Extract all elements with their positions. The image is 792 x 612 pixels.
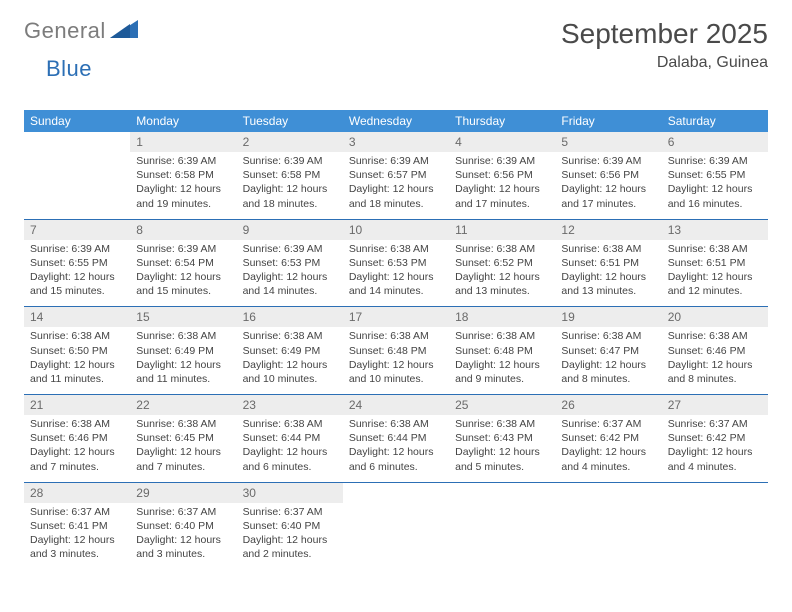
day-detail-row: Sunrise: 6:39 AMSunset: 6:58 PMDaylight:… [24, 152, 768, 219]
day-detail-cell: Sunrise: 6:37 AMSunset: 6:41 PMDaylight:… [24, 503, 130, 570]
day-detail-cell [662, 503, 768, 570]
day-detail-cell: Sunrise: 6:39 AMSunset: 6:53 PMDaylight:… [237, 240, 343, 307]
day-number-cell: 24 [343, 395, 449, 415]
day-number-cell: 23 [237, 395, 343, 415]
day-number-cell: 6 [662, 132, 768, 152]
dayhdr-mon: Monday [130, 110, 236, 132]
day-number-cell: 17 [343, 307, 449, 327]
day-number-cell: 12 [555, 220, 661, 240]
day-number-cell: 7 [24, 220, 130, 240]
day-detail-cell: Sunrise: 6:38 AMSunset: 6:45 PMDaylight:… [130, 415, 236, 482]
day-detail-cell: Sunrise: 6:37 AMSunset: 6:42 PMDaylight:… [555, 415, 661, 482]
day-number-cell [343, 483, 449, 503]
day-detail-cell [343, 503, 449, 570]
day-number-cell: 26 [555, 395, 661, 415]
day-detail-cell: Sunrise: 6:39 AMSunset: 6:54 PMDaylight:… [130, 240, 236, 307]
day-detail-cell: Sunrise: 6:38 AMSunset: 6:48 PMDaylight:… [449, 327, 555, 394]
day-number-cell: 11 [449, 220, 555, 240]
day-detail-cell: Sunrise: 6:39 AMSunset: 6:58 PMDaylight:… [237, 152, 343, 219]
logo-word-1: General [24, 18, 106, 44]
day-detail-cell [555, 503, 661, 570]
day-detail-cell: Sunrise: 6:38 AMSunset: 6:52 PMDaylight:… [449, 240, 555, 307]
day-detail-row: Sunrise: 6:38 AMSunset: 6:50 PMDaylight:… [24, 327, 768, 394]
calendar-table: Sunday Monday Tuesday Wednesday Thursday… [24, 110, 768, 569]
day-detail-cell: Sunrise: 6:39 AMSunset: 6:56 PMDaylight:… [449, 152, 555, 219]
day-number-cell: 2 [237, 132, 343, 152]
day-number-cell [449, 483, 555, 503]
day-detail-cell: Sunrise: 6:39 AMSunset: 6:56 PMDaylight:… [555, 152, 661, 219]
day-number-cell: 20 [662, 307, 768, 327]
logo: General [24, 18, 140, 44]
page-title: September 2025 [561, 18, 768, 50]
day-detail-cell: Sunrise: 6:38 AMSunset: 6:51 PMDaylight:… [662, 240, 768, 307]
dayhdr-wed: Wednesday [343, 110, 449, 132]
day-number-cell: 9 [237, 220, 343, 240]
day-detail-cell: Sunrise: 6:39 AMSunset: 6:55 PMDaylight:… [662, 152, 768, 219]
day-number-row: 21222324252627 [24, 395, 768, 415]
day-number-cell: 13 [662, 220, 768, 240]
day-detail-cell: Sunrise: 6:38 AMSunset: 6:46 PMDaylight:… [662, 327, 768, 394]
day-number-cell [662, 483, 768, 503]
day-number-row: 14151617181920 [24, 307, 768, 327]
day-detail-cell: Sunrise: 6:39 AMSunset: 6:57 PMDaylight:… [343, 152, 449, 219]
day-number-cell: 10 [343, 220, 449, 240]
day-detail-cell: Sunrise: 6:38 AMSunset: 6:50 PMDaylight:… [24, 327, 130, 394]
day-detail-cell: Sunrise: 6:38 AMSunset: 6:47 PMDaylight:… [555, 327, 661, 394]
day-detail-cell: Sunrise: 6:37 AMSunset: 6:40 PMDaylight:… [130, 503, 236, 570]
day-number-cell: 8 [130, 220, 236, 240]
logo-word-2: Blue [46, 56, 92, 81]
day-detail-cell: Sunrise: 6:38 AMSunset: 6:44 PMDaylight:… [237, 415, 343, 482]
day-number-cell: 29 [130, 483, 236, 503]
day-number-cell: 14 [24, 307, 130, 327]
dayhdr-thu: Thursday [449, 110, 555, 132]
day-number-cell: 25 [449, 395, 555, 415]
day-detail-cell [24, 152, 130, 219]
day-number-cell: 5 [555, 132, 661, 152]
day-detail-cell: Sunrise: 6:38 AMSunset: 6:48 PMDaylight:… [343, 327, 449, 394]
day-detail-cell: Sunrise: 6:39 AMSunset: 6:55 PMDaylight:… [24, 240, 130, 307]
day-number-cell: 28 [24, 483, 130, 503]
day-detail-cell: Sunrise: 6:38 AMSunset: 6:49 PMDaylight:… [237, 327, 343, 394]
day-number-cell [24, 132, 130, 152]
day-header-row: Sunday Monday Tuesday Wednesday Thursday… [24, 110, 768, 132]
dayhdr-fri: Friday [555, 110, 661, 132]
day-detail-cell: Sunrise: 6:39 AMSunset: 6:58 PMDaylight:… [130, 152, 236, 219]
day-detail-cell: Sunrise: 6:37 AMSunset: 6:42 PMDaylight:… [662, 415, 768, 482]
logo-triangle-icon [110, 20, 138, 38]
day-number-cell: 30 [237, 483, 343, 503]
day-number-cell: 19 [555, 307, 661, 327]
dayhdr-tue: Tuesday [237, 110, 343, 132]
dayhdr-sat: Saturday [662, 110, 768, 132]
day-detail-cell: Sunrise: 6:38 AMSunset: 6:43 PMDaylight:… [449, 415, 555, 482]
day-detail-cell: Sunrise: 6:38 AMSunset: 6:51 PMDaylight:… [555, 240, 661, 307]
day-number-cell: 15 [130, 307, 236, 327]
day-number-row: 78910111213 [24, 220, 768, 240]
day-number-cell: 27 [662, 395, 768, 415]
day-number-cell: 21 [24, 395, 130, 415]
day-number-row: 282930 [24, 483, 768, 503]
day-detail-cell: Sunrise: 6:38 AMSunset: 6:46 PMDaylight:… [24, 415, 130, 482]
day-number-cell: 3 [343, 132, 449, 152]
dayhdr-sun: Sunday [24, 110, 130, 132]
day-detail-cell: Sunrise: 6:38 AMSunset: 6:44 PMDaylight:… [343, 415, 449, 482]
day-detail-cell [449, 503, 555, 570]
day-detail-row: Sunrise: 6:37 AMSunset: 6:41 PMDaylight:… [24, 503, 768, 570]
day-number-cell: 18 [449, 307, 555, 327]
day-number-cell: 4 [449, 132, 555, 152]
day-detail-cell: Sunrise: 6:38 AMSunset: 6:53 PMDaylight:… [343, 240, 449, 307]
day-number-cell [555, 483, 661, 503]
day-number-cell: 22 [130, 395, 236, 415]
day-number-cell: 16 [237, 307, 343, 327]
day-number-cell: 1 [130, 132, 236, 152]
day-detail-cell: Sunrise: 6:37 AMSunset: 6:40 PMDaylight:… [237, 503, 343, 570]
day-detail-row: Sunrise: 6:38 AMSunset: 6:46 PMDaylight:… [24, 415, 768, 482]
day-detail-cell: Sunrise: 6:38 AMSunset: 6:49 PMDaylight:… [130, 327, 236, 394]
day-detail-row: Sunrise: 6:39 AMSunset: 6:55 PMDaylight:… [24, 240, 768, 307]
day-number-row: 123456 [24, 132, 768, 152]
